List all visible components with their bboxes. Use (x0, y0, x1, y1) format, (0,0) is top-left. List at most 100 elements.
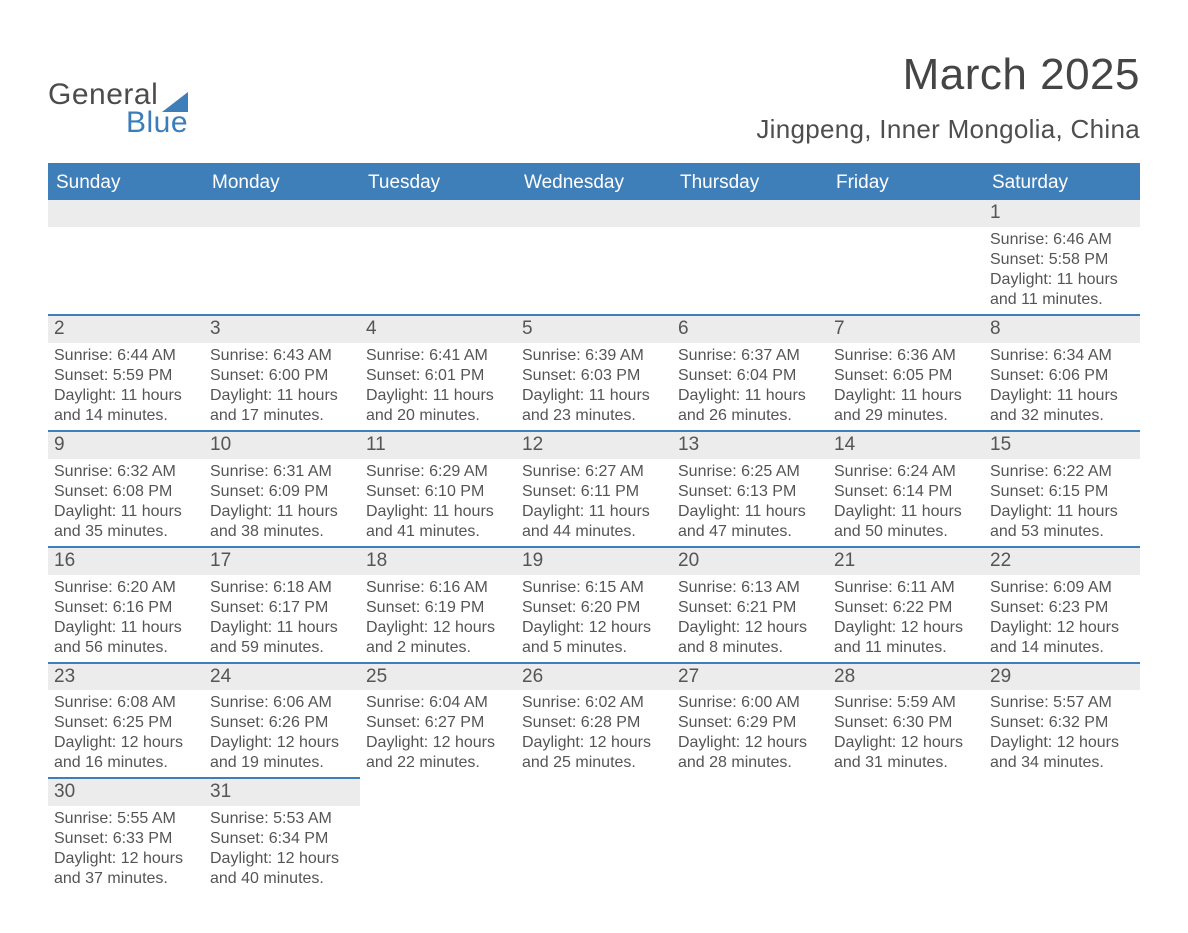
daylight-line: Daylight: 12 hours and 2 minutes. (366, 618, 510, 658)
daylight-line: Daylight: 11 hours and 23 minutes. (522, 386, 666, 426)
day-number: 2 (48, 316, 204, 343)
day-body: Sunrise: 5:53 AMSunset: 6:34 PMDaylight:… (204, 806, 360, 893)
sunrise-line: Sunrise: 6:24 AM (834, 462, 978, 482)
calendar-cell: 25Sunrise: 6:04 AMSunset: 6:27 PMDayligh… (360, 662, 516, 778)
daylight-line: Daylight: 12 hours and 34 minutes. (990, 733, 1134, 773)
daylight-line: Daylight: 11 hours and 35 minutes. (54, 502, 198, 542)
day-number: 27 (672, 664, 828, 691)
day-body: Sunrise: 6:29 AMSunset: 6:10 PMDaylight:… (360, 459, 516, 546)
day-number: 29 (984, 664, 1140, 691)
weekday-header: Friday (828, 166, 984, 200)
day-number: 31 (204, 779, 360, 806)
calendar-cell: 2Sunrise: 6:44 AMSunset: 5:59 PMDaylight… (48, 314, 204, 430)
day-number: 26 (516, 664, 672, 691)
weekday-header: Wednesday (516, 166, 672, 200)
sunrise-line: Sunrise: 6:13 AM (678, 578, 822, 598)
day-body: Sunrise: 6:09 AMSunset: 6:23 PMDaylight:… (984, 575, 1140, 662)
daylight-line: Daylight: 11 hours and 44 minutes. (522, 502, 666, 542)
daylight-line: Daylight: 11 hours and 59 minutes. (210, 618, 354, 658)
daylight-line: Daylight: 11 hours and 32 minutes. (990, 386, 1134, 426)
calendar-cell: 12 Sunrise: 6:27 AMSunset: 6:11 PMDayligh… (516, 430, 672, 546)
sunrise-line: Sunrise: 5:53 AM (210, 809, 354, 829)
day-number: 18 (360, 548, 516, 575)
daylight-line: Daylight: 11 hours and 56 minutes. (54, 618, 198, 658)
sunset-line: Sunset: 6:09 PM (210, 482, 354, 502)
sunset-line: Sunset: 6:27 PM (366, 713, 510, 733)
day-body: Sunrise: 6:31 AMSunset: 6:09 PMDaylight:… (204, 459, 360, 546)
calendar-cell: 22Sunrise: 6:09 AMSunset: 6:23 PMDayligh… (984, 546, 1140, 662)
calendar-cell: 30Sunrise: 5:55 AMSunset: 6:33 PMDayligh… (48, 777, 204, 893)
sunrise-line: Sunrise: 6:29 AM (366, 462, 510, 482)
weekday-header: Sunday (48, 166, 204, 200)
sunset-line: Sunset: 6:26 PM (210, 713, 354, 733)
day-number: 23 (48, 664, 204, 691)
day-number: 8 (984, 316, 1140, 343)
day-body: Sunrise: 6:34 AMSunset: 6:06 PMDaylight:… (984, 343, 1140, 430)
day-body: Sunrise: 6:13 AMSunset: 6:21 PMDaylight:… (672, 575, 828, 662)
day-body: Sunrise: 6:11 AMSunset: 6:22 PMDaylight:… (828, 575, 984, 662)
sunrise-line: Sunrise: 6:46 AM (990, 230, 1134, 250)
day-body-empty (828, 227, 984, 307)
daylight-line: Daylight: 11 hours and 41 minutes. (366, 502, 510, 542)
calendar-cell: 29Sunrise: 5:57 AMSunset: 6:32 PMDayligh… (984, 662, 1140, 778)
sunrise-line: Sunrise: 6:11 AM (834, 578, 978, 598)
weekday-header-row: Sunday Monday Tuesday Wednesday Thursday… (48, 166, 1140, 200)
sunset-line: Sunset: 6:29 PM (678, 713, 822, 733)
day-number: 12 (516, 432, 672, 459)
day-number: 10 (204, 432, 360, 459)
day-number: 13 (672, 432, 828, 459)
sunrise-line: Sunrise: 6:08 AM (54, 693, 198, 713)
day-number-bar-empty (516, 200, 672, 227)
calendar-cell: 19Sunrise: 6:15 AMSunset: 6:20 PMDayligh… (516, 546, 672, 662)
calendar-row: 2Sunrise: 6:44 AMSunset: 5:59 PMDaylight… (48, 314, 1140, 430)
calendar-cell (360, 777, 516, 893)
day-number: 25 (360, 664, 516, 691)
sunset-line: Sunset: 6:11 PM (522, 482, 666, 502)
sunset-line: Sunset: 6:04 PM (678, 366, 822, 386)
day-body-empty (672, 227, 828, 307)
sunset-line: Sunset: 6:32 PM (990, 713, 1134, 733)
page-title: March 2025 (756, 50, 1140, 100)
calendar-cell (204, 200, 360, 314)
sunset-line: Sunset: 6:06 PM (990, 366, 1134, 386)
day-body: Sunrise: 5:57 AMSunset: 6:32 PMDaylight:… (984, 690, 1140, 777)
sunset-line: Sunset: 6:22 PM (834, 598, 978, 618)
sunrise-line: Sunrise: 6:27 AM (522, 462, 666, 482)
day-body: Sunrise: 6:02 AMSunset: 6:28 PMDaylight:… (516, 690, 672, 777)
day-body-empty (516, 227, 672, 307)
day-number: 28 (828, 664, 984, 691)
day-body-empty (204, 227, 360, 307)
day-body: Sunrise: 6:44 AMSunset: 5:59 PMDaylight:… (48, 343, 204, 430)
weekday-header: Monday (204, 166, 360, 200)
day-number: 24 (204, 664, 360, 691)
daylight-line: Daylight: 11 hours and 47 minutes. (678, 502, 822, 542)
day-body: Sunrise: 6:39 AMSunset: 6:03 PMDaylight:… (516, 343, 672, 430)
calendar-row: 23Sunrise: 6:08 AMSunset: 6:25 PM Dayligh… (48, 662, 1140, 778)
sunset-line: Sunset: 6:21 PM (678, 598, 822, 618)
day-number: 5 (516, 316, 672, 343)
day-number: 3 (204, 316, 360, 343)
calendar-cell: 24Sunrise: 6:06 AMSunset: 6:26 PMDayligh… (204, 662, 360, 778)
sunset-line: Sunset: 6:25 PM (54, 713, 198, 733)
daylight-line: Daylight: 11 hours and 17 minutes. (210, 386, 354, 426)
day-body: Sunrise: 6:41 AMSunset: 6:01 PMDaylight:… (360, 343, 516, 430)
day-number: 14 (828, 432, 984, 459)
sunrise-line: Sunrise: 6:31 AM (210, 462, 354, 482)
sunset-line: Sunset: 6:00 PM (210, 366, 354, 386)
daylight-line: Daylight: 11 hours and 29 minutes. (834, 386, 978, 426)
day-number: 1 (984, 200, 1140, 227)
daylight-line: Daylight: 12 hours and 37 minutes. (54, 849, 198, 889)
calendar-cell: 26Sunrise: 6:02 AMSunset: 6:28 PMDayligh… (516, 662, 672, 778)
calendar-cell: 5Sunrise: 6:39 AMSunset: 6:03 PMDaylight… (516, 314, 672, 430)
daylight-line: Daylight: 12 hours and 14 minutes. (990, 618, 1134, 658)
day-body-empty (48, 227, 204, 307)
sunset-line: Sunset: 6:34 PM (210, 829, 354, 849)
day-body: Sunrise: 6:15 AMSunset: 6:20 PMDaylight:… (516, 575, 672, 662)
calendar-cell (516, 200, 672, 314)
sunrise-line: Sunrise: 6:44 AM (54, 346, 198, 366)
day-body: Sunrise: 6:24 AMSunset: 6:14 PMDaylight:… (828, 459, 984, 546)
daylight-line: Daylight: 11 hours and 14 minutes. (54, 386, 198, 426)
sunrise-line: Sunrise: 6:20 AM (54, 578, 198, 598)
sunset-line: Sunset: 6:13 PM (678, 482, 822, 502)
daylight-line: Daylight: 12 hours and 5 minutes. (522, 618, 666, 658)
